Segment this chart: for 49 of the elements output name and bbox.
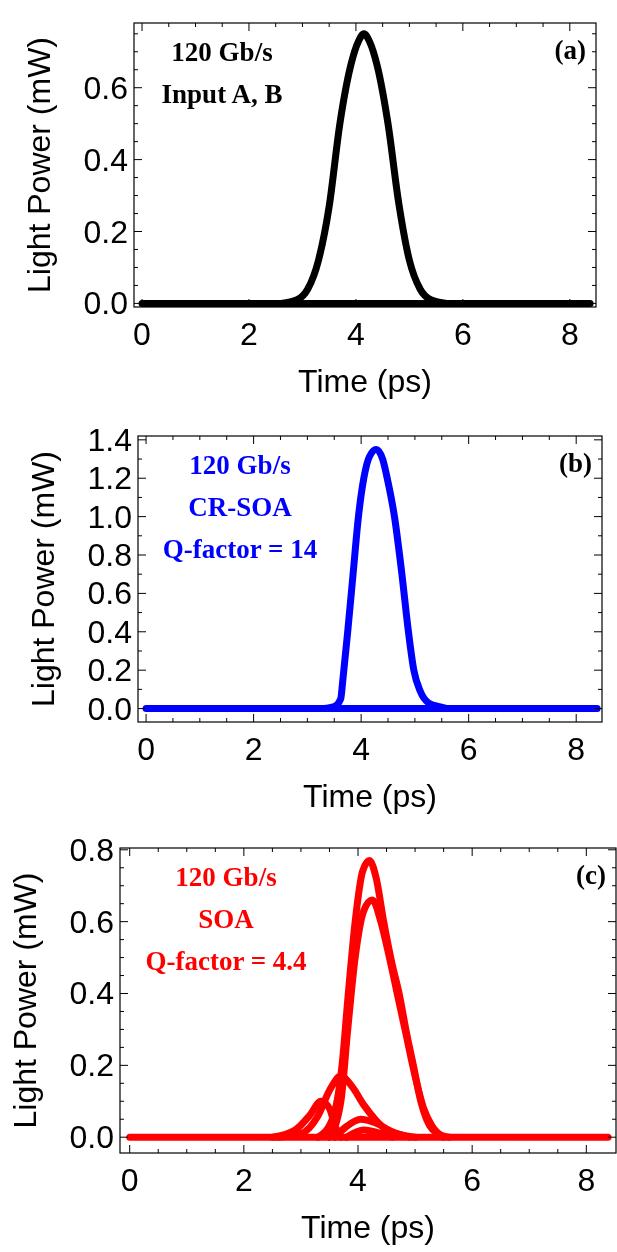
x-tick-label: 4 <box>352 731 371 767</box>
y-axis-title: Light Power (mW) <box>21 36 57 294</box>
y-tick-label: 0.8 <box>87 537 132 574</box>
y-tick-label: 0.8 <box>69 831 114 868</box>
chart-title: (c) <box>576 860 606 890</box>
y-tick-label: 0.0 <box>87 690 132 727</box>
x-tick-label: 6 <box>453 316 472 352</box>
x-axis-title: Time (ps) <box>303 778 437 814</box>
x-tick-label: 2 <box>244 731 263 767</box>
y-tick-label: 0.6 <box>87 575 132 612</box>
annotation: 120 Gb/s <box>175 862 277 892</box>
annotation: SOA <box>198 904 255 934</box>
y-tick-label: 1.0 <box>87 498 132 535</box>
x-tick-label: 2 <box>240 316 258 352</box>
y-tick-label: 0.2 <box>83 213 128 250</box>
y-axis-title: Light Power (mW) <box>7 872 43 1129</box>
annotation: Q-factor = 4.4 <box>145 946 307 976</box>
x-tick-label: 0 <box>133 316 151 352</box>
y-tick-label: 0.6 <box>83 69 128 106</box>
annotation: 120 Gb/s <box>189 450 291 480</box>
y-tick-label: 0.2 <box>87 652 132 689</box>
y-tick-label: 0.0 <box>69 1119 114 1156</box>
y-tick-label: 0.2 <box>69 1047 114 1084</box>
y-axis-title: Light Power (mW) <box>25 450 61 708</box>
x-axis-title: Time (ps) <box>298 363 432 399</box>
x-tick-label: 6 <box>463 1162 482 1198</box>
x-tick-label: 8 <box>567 731 586 767</box>
x-tick-label: 6 <box>459 731 478 767</box>
annotation: Input A, B <box>161 79 283 109</box>
text: (a) <box>554 35 586 65</box>
x-axis-title: Time (ps) <box>301 1209 435 1245</box>
y-tick-label: 0.4 <box>83 141 128 178</box>
y-tick-label: 1.2 <box>87 460 132 497</box>
x-tick-label: 4 <box>349 1162 367 1198</box>
y-tick-label: 0.6 <box>69 903 114 940</box>
x-tick-label: 8 <box>577 1162 596 1198</box>
y-tick-label: 0.0 <box>83 285 128 322</box>
annotation: Q-factor = 14 <box>162 534 318 564</box>
annotation: CR-SOA <box>188 492 293 522</box>
x-tick-label: 4 <box>347 316 365 352</box>
annotation: 120 Gb/s <box>171 37 273 67</box>
x-tick-label: 8 <box>560 316 579 352</box>
chart-title: (b) <box>559 448 592 478</box>
y-tick-label: 0.4 <box>69 975 114 1012</box>
x-tick-label: 0 <box>137 731 155 767</box>
x-tick-label: 2 <box>234 1162 253 1198</box>
x-tick-label: 0 <box>120 1162 139 1198</box>
y-tick-label: 1.4 <box>87 421 132 458</box>
y-tick-label: 0.4 <box>87 613 132 650</box>
